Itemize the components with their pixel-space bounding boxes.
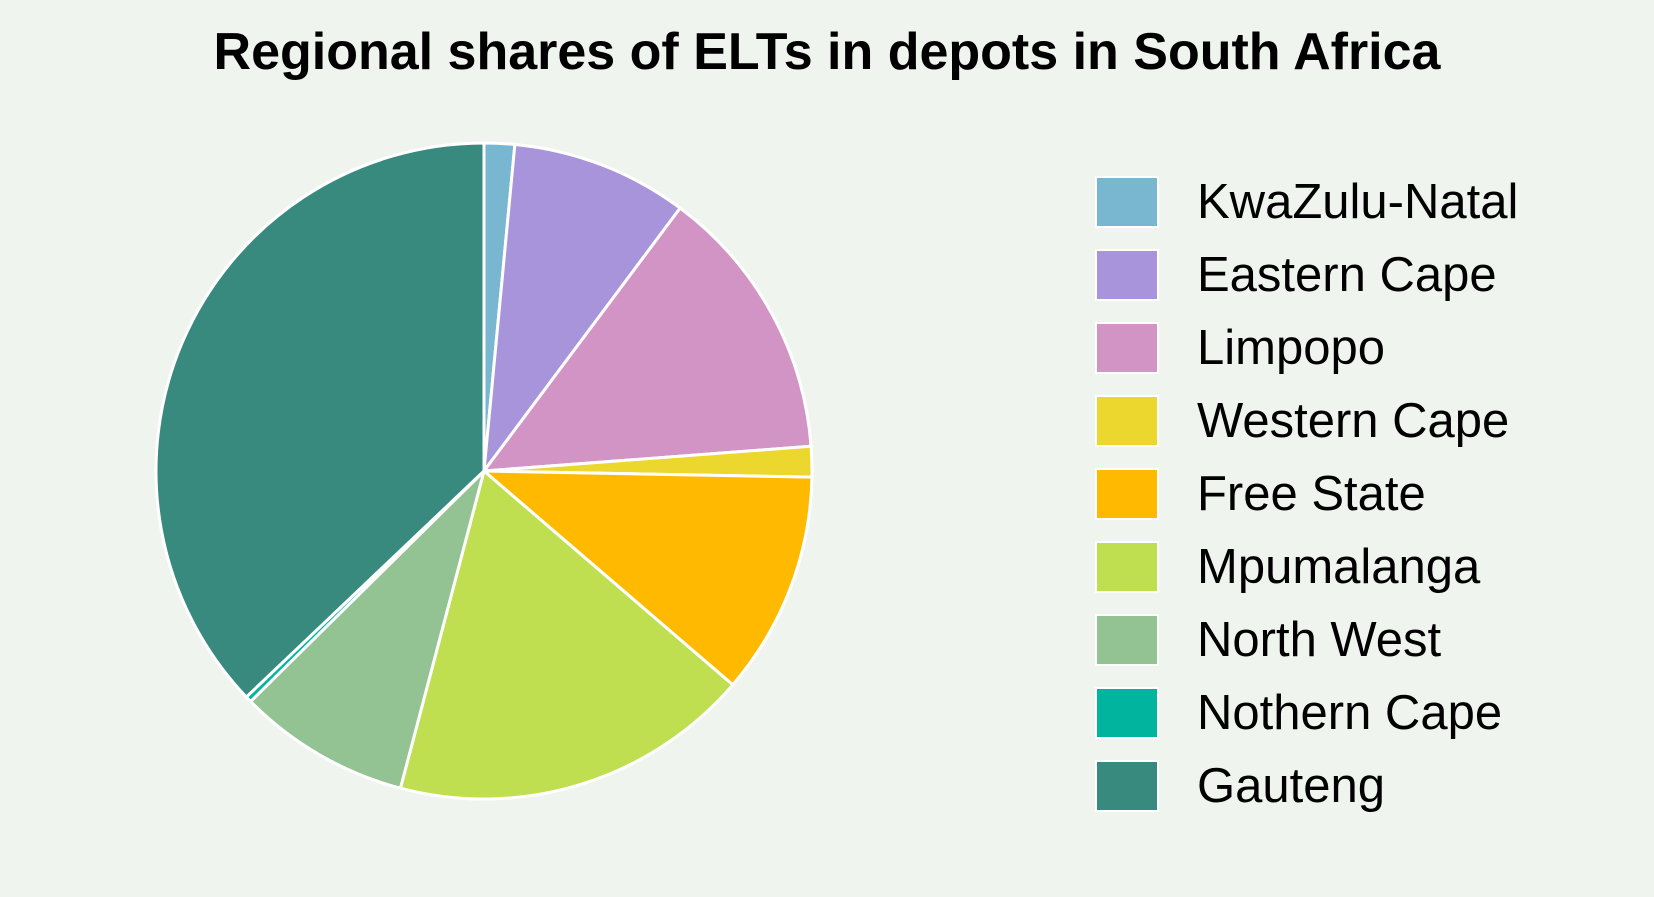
pie-slice-gauteng[interactable]	[154, 141, 486, 700]
legend-label: Western Cape	[1197, 393, 1510, 448]
legend-item[interactable]: North West	[1095, 603, 1518, 676]
pie-slice-mpumalanga[interactable]	[398, 468, 735, 801]
legend-swatch	[1095, 759, 1159, 812]
pie-slice-limpopo[interactable]	[480, 205, 813, 473]
legend-label: Limpopo	[1197, 320, 1385, 375]
pie-slice-north-west[interactable]	[248, 466, 487, 791]
legend-label: Eastern Cape	[1197, 247, 1497, 302]
legend-swatch	[1095, 321, 1159, 374]
pie-slice-eastern-cape[interactable]	[482, 142, 683, 477]
pie-slice-free-state[interactable]	[479, 469, 814, 687]
legend-item[interactable]: Gauteng	[1095, 749, 1518, 822]
legend-swatch	[1095, 540, 1159, 593]
legend-item[interactable]: Free State	[1095, 457, 1518, 530]
legend-label: North West	[1197, 612, 1442, 667]
legend-swatch	[1095, 613, 1159, 666]
legend-swatch	[1095, 686, 1159, 739]
legend-swatch	[1095, 248, 1159, 301]
legend-item[interactable]: KwaZulu-Natal	[1095, 165, 1518, 238]
legend-label: Free State	[1197, 466, 1426, 521]
chart-title: Regional shares of ELTs in depots in Sou…	[213, 23, 1441, 81]
pie-slices	[154, 141, 814, 801]
legend-item[interactable]: Nothern Cape	[1095, 676, 1518, 749]
legend-item[interactable]: Mpumalanga	[1095, 530, 1518, 603]
legend-label: Mpumalanga	[1197, 539, 1481, 594]
legend-label: Gauteng	[1197, 758, 1385, 813]
legend-swatch	[1095, 467, 1159, 520]
legend-swatch	[1095, 394, 1159, 447]
legend-label: KwaZulu-Natal	[1197, 174, 1519, 229]
legend-label: Nothern Cape	[1197, 685, 1503, 740]
legend: KwaZulu-Natal Eastern Cape Limpopo Western …	[1095, 165, 1518, 822]
legend-item[interactable]: Eastern Cape	[1095, 238, 1518, 311]
legend-item[interactable]: Western Cape	[1095, 384, 1518, 457]
legend-item[interactable]: Limpopo	[1095, 311, 1518, 384]
legend-swatch	[1095, 175, 1159, 228]
